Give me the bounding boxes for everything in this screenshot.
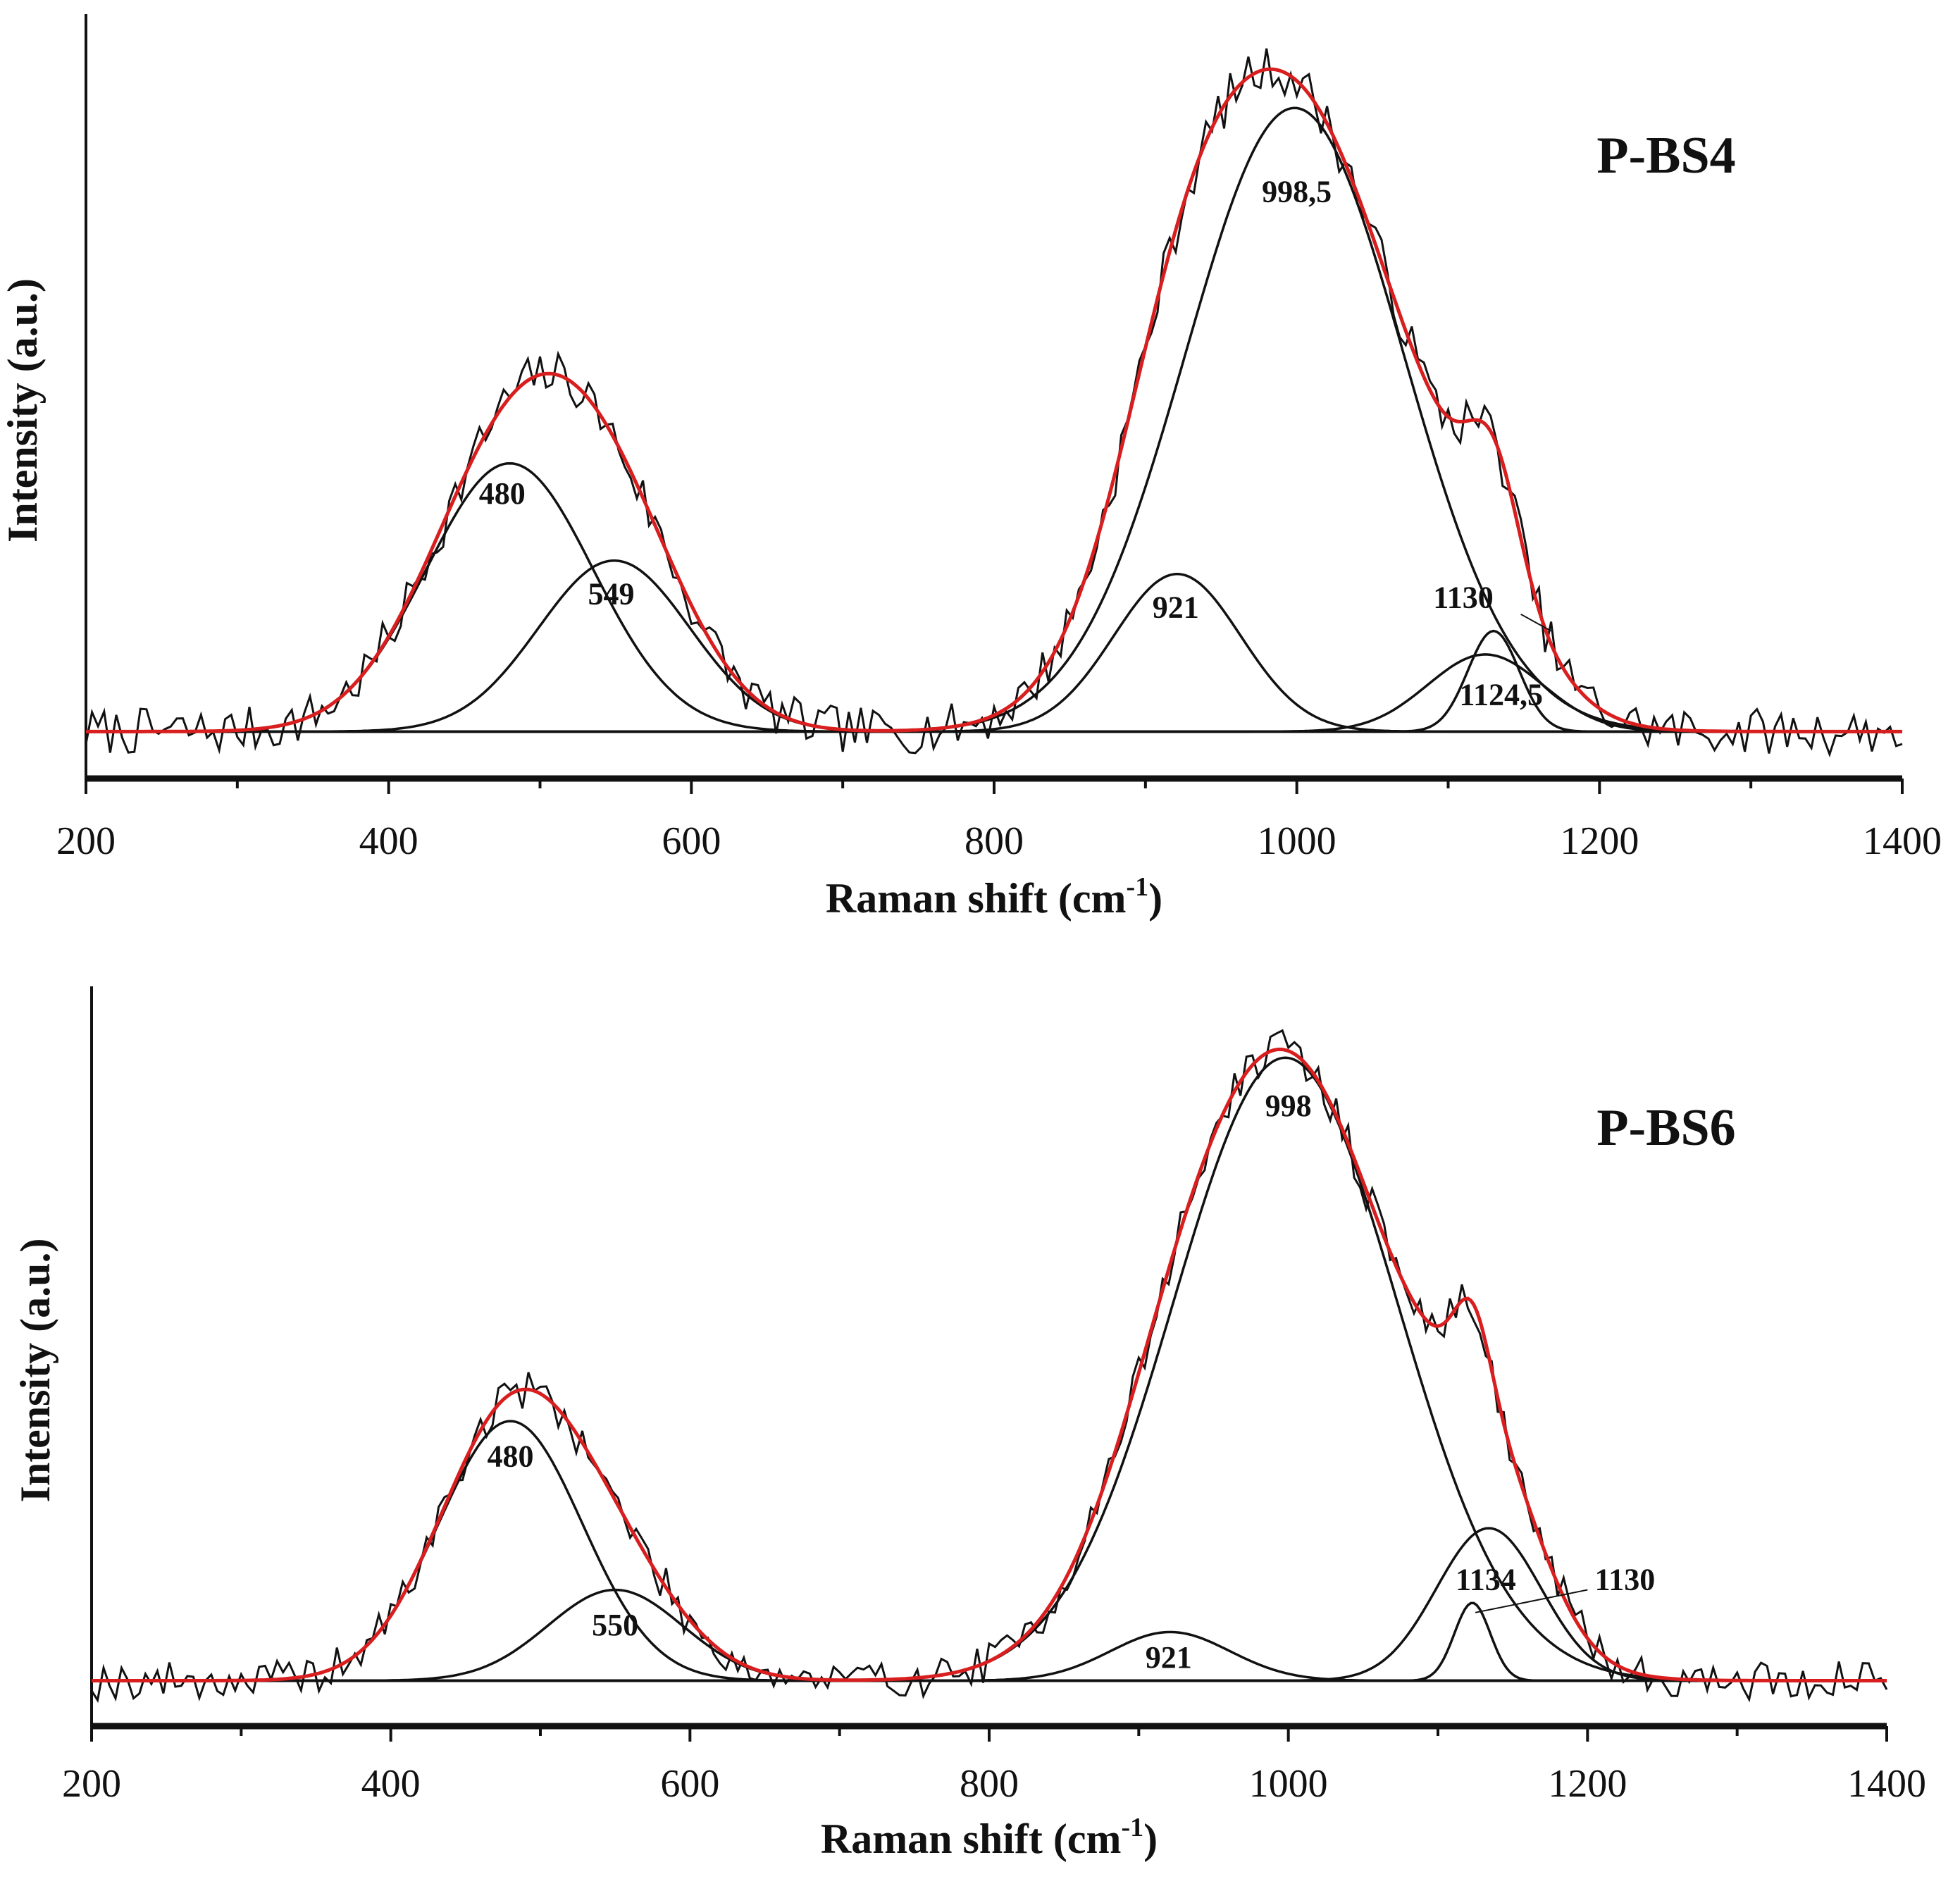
component-peak-998-5: [86, 106, 1902, 733]
x-tick-label: 200: [56, 819, 116, 863]
x-tick-label: 600: [660, 1762, 719, 1806]
x-tick-label: 1400: [1847, 1762, 1926, 1806]
panel-title: P-BS4: [1596, 127, 1735, 185]
panel-p-bs6: 200 400 600 800 1000 1200 1400 Raman shift (cm-…: [12, 986, 1926, 1862]
peak-label: 480: [479, 476, 526, 511]
peak-label: 480: [488, 1439, 534, 1474]
x-tick-label: 400: [359, 819, 418, 863]
x-tick-label: 200: [62, 1762, 121, 1806]
peak-label: 921: [1146, 1640, 1192, 1675]
x-tick-label: 1200: [1560, 819, 1639, 863]
y-axis-title: Intensity (a.u.): [0, 278, 46, 542]
x-axis-title: Raman shift (cm-1): [826, 872, 1162, 922]
leader-line: [1520, 613, 1552, 632]
component-peak-480: [92, 1420, 1887, 1682]
x-tick-label: 600: [662, 819, 721, 863]
component-peak-1130: [86, 629, 1902, 733]
peak-label: 1124,5: [1459, 677, 1543, 712]
peak-label: 998,5: [1262, 174, 1332, 209]
peak-label: 1130: [1433, 580, 1494, 614]
x-tick-label: 1000: [1249, 1762, 1328, 1806]
x-axis-title: Raman shift (cm-1): [821, 1813, 1158, 1862]
panel-title: P-BS6: [1596, 1099, 1735, 1157]
y-axis-title: Intensity (a.u.): [12, 1238, 58, 1502]
peak-label: 1130: [1595, 1563, 1656, 1597]
component-peak-1130: [92, 1601, 1887, 1682]
x-tick-label: 1000: [1258, 819, 1336, 863]
peak-label: 998: [1265, 1089, 1312, 1123]
cumulative-fit: [86, 67, 1902, 733]
x-tick-label: 1400: [1863, 819, 1942, 863]
x-tick-label: 800: [965, 819, 1024, 863]
peak-label: 921: [1153, 590, 1199, 625]
peak-label: 550: [592, 1608, 638, 1642]
cumulative-fit: [92, 1047, 1887, 1682]
x-tick-label: 400: [361, 1762, 421, 1806]
x-tick-label: 1200: [1548, 1762, 1627, 1806]
leader-line: [1475, 1589, 1588, 1613]
panel-p-bs4: 200 400 600 800 1000 1200 1400 Raman shift (cm-…: [0, 14, 1942, 922]
x-tick-label: 800: [960, 1762, 1019, 1806]
peak-label: 549: [588, 577, 634, 612]
peak-label: 1134: [1456, 1563, 1516, 1597]
